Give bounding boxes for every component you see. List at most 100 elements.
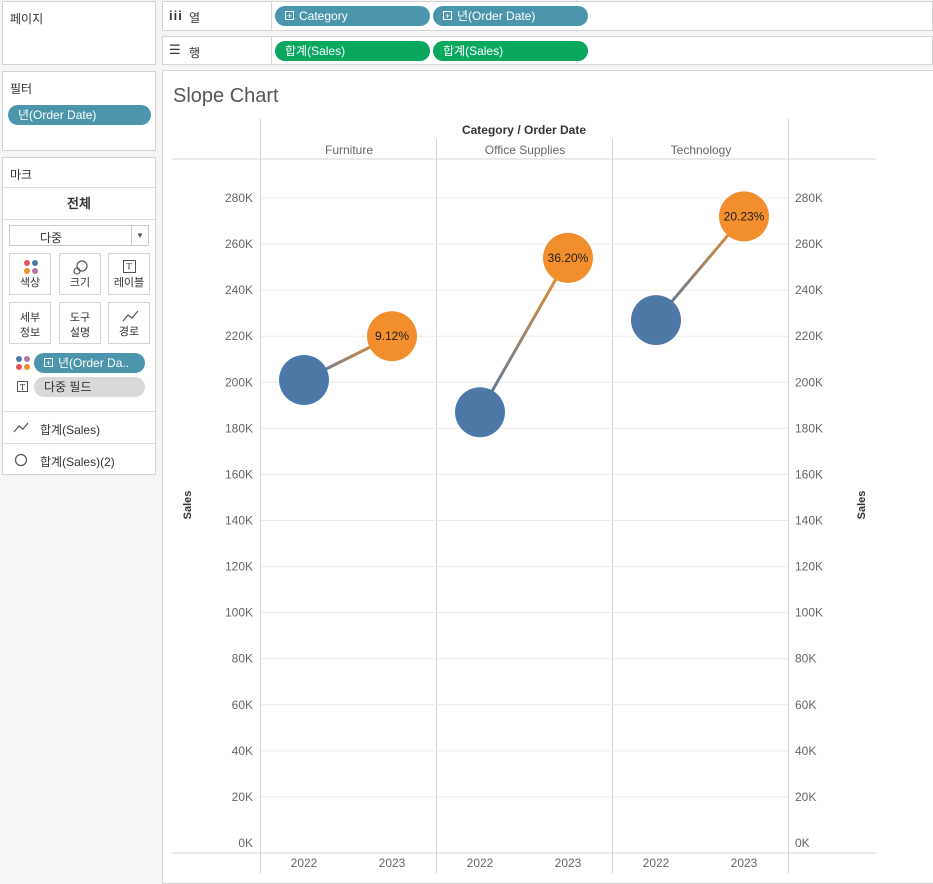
label-button[interactable]: T 레이블 <box>108 253 150 295</box>
year-label: 2023 <box>731 856 758 870</box>
color-button[interactable]: 색상 <box>9 253 51 295</box>
label-field-pill[interactable]: 다중 필드 <box>34 377 145 397</box>
rows-label: 행 <box>189 46 201 60</box>
column-pill-year[interactable]: + 년(Order Date) <box>433 6 588 26</box>
rows-shelf[interactable]: ☰ 행 합계(Sales) 합계(Sales) <box>162 36 933 65</box>
size-button[interactable]: 크기 <box>59 253 101 295</box>
detail-label-1: 세부 <box>19 312 41 324</box>
y-tick-label-left: 0K <box>238 836 253 850</box>
y-tick-label-left: 140K <box>225 514 253 528</box>
divider <box>3 411 155 412</box>
columns-shelf[interactable]: iii 열 + Category + 년(Order Date) <box>162 1 933 31</box>
category-header: Office Supplies <box>485 143 566 157</box>
y-tick-label-left: 80K <box>232 652 253 666</box>
y-tick-label-left: 260K <box>225 237 253 251</box>
tooltip-label-1: 도구 <box>69 312 91 324</box>
circle-icon <box>14 453 28 467</box>
filters-title: 필터 <box>10 82 33 96</box>
y-tick-label-right: 280K <box>795 191 823 205</box>
sub-mark-circle[interactable]: 합계(Sales)(2) <box>3 444 155 475</box>
view-title: Slope Chart <box>173 85 279 107</box>
point-2022 <box>279 354 329 405</box>
y-tick-label-right: 260K <box>795 237 823 251</box>
mark-type-dropdown[interactable]: 다중 ▼ <box>9 225 149 246</box>
y-tick-label-right: 40K <box>795 744 816 758</box>
y-tick-label-right: 80K <box>795 652 816 666</box>
marks-card: 마크 전체 다중 ▼ 색상 크기 T 레이블 세부 정보 도구 설명 <box>2 157 156 475</box>
line-icon <box>13 422 29 433</box>
path-button[interactable]: 경로 <box>108 302 150 344</box>
detail-label-2: 정보 <box>19 327 41 339</box>
color-field-icon <box>16 356 30 370</box>
right-axis: 0K 20K 40K 60K 80K 100K 120K 140K 160K 180K 200K 22… <box>795 191 823 850</box>
slope-line <box>478 257 570 413</box>
category-header: Technology <box>671 143 732 157</box>
filter-pill-year[interactable]: 년(Order Date) <box>8 105 151 125</box>
color-icon <box>24 260 38 274</box>
gridlines <box>261 197 788 798</box>
data-label: 20.23% <box>724 209 765 223</box>
point-2022 <box>455 387 505 438</box>
rows-divider <box>271 37 272 64</box>
divider <box>3 219 155 220</box>
marks-title: 마크 <box>10 168 33 182</box>
category-header: Furniture <box>325 143 373 157</box>
data-label: 36.20% <box>548 251 589 265</box>
view-area <box>162 70 933 884</box>
year-label: 2022 <box>467 856 494 870</box>
filters-card[interactable]: 필터 년(Order Date) <box>2 71 156 151</box>
data-label: 9.12% <box>375 329 409 343</box>
y-tick-label-right: 20K <box>795 790 816 804</box>
columns-label: 열 <box>189 11 201 25</box>
right-axis-title: Sales <box>856 491 868 520</box>
header-lines <box>172 119 876 873</box>
chart-marks: 9.12% 36.20% 20.23% <box>279 191 769 438</box>
sub-mark-line-label: 합계(Sales) <box>40 423 101 437</box>
expand-icon: + <box>443 11 452 21</box>
left-axis: 0K 20K 40K 60K 80K 100K 120K 140K 160K 180K 200K 22… <box>225 191 253 850</box>
left-axis-title: Sales <box>182 491 194 520</box>
y-tick-label-left: 160K <box>225 467 253 481</box>
y-tick-label-left: 180K <box>225 421 253 435</box>
path-icon <box>122 310 139 322</box>
y-tick-label-right: 240K <box>795 283 823 297</box>
y-tick-label-left: 240K <box>225 283 253 297</box>
y-tick-label-left: 120K <box>225 560 253 574</box>
y-tick-label-right: 140K <box>795 514 823 528</box>
label-icon: T <box>109 260 149 276</box>
divider <box>3 187 155 188</box>
year-label: 2022 <box>643 856 670 870</box>
detail-button[interactable]: 세부 정보 <box>9 302 51 344</box>
point-2023 <box>367 311 417 362</box>
pages-title: 페이지 <box>10 12 44 26</box>
tooltip-label-2: 설명 <box>69 327 91 339</box>
year-labels: 2022 2023 2022 2023 2022 2023 <box>291 856 758 870</box>
columns-icon: iii <box>169 8 183 23</box>
row-pill-sales-2[interactable]: 합계(Sales) <box>433 41 588 61</box>
year-label: 2023 <box>555 856 582 870</box>
marks-tab-all[interactable]: 전체 <box>67 196 91 211</box>
pages-shelf[interactable]: 페이지 <box>2 1 156 65</box>
sub-mark-line[interactable]: 합계(Sales) <box>3 412 155 443</box>
y-tick-label-left: 220K <box>225 329 253 343</box>
year-label: 2022 <box>291 856 318 870</box>
y-tick-label-right: 0K <box>795 836 810 850</box>
color-field-pill[interactable]: + 년(Order Da.. <box>34 353 145 373</box>
y-tick-label-left: 20K <box>232 790 253 804</box>
point-2022 <box>631 295 681 346</box>
y-tick-label-right: 120K <box>795 560 823 574</box>
row-pill-sales-1[interactable]: 합계(Sales) <box>275 41 430 61</box>
expand-icon: + <box>44 358 53 368</box>
y-tick-label-left: 200K <box>225 375 253 389</box>
y-tick-label-right: 200K <box>795 375 823 389</box>
y-tick-label-right: 220K <box>795 329 823 343</box>
chevron-down-icon: ▼ <box>131 226 148 245</box>
y-tick-label-left: 100K <box>225 606 253 620</box>
divider <box>3 443 155 444</box>
column-pill-category[interactable]: + Category <box>275 6 430 26</box>
y-tick-label-right: 100K <box>795 606 823 620</box>
columns-divider <box>271 2 272 30</box>
year-label: 2023 <box>379 856 406 870</box>
tooltip-button[interactable]: 도구 설명 <box>59 302 101 344</box>
